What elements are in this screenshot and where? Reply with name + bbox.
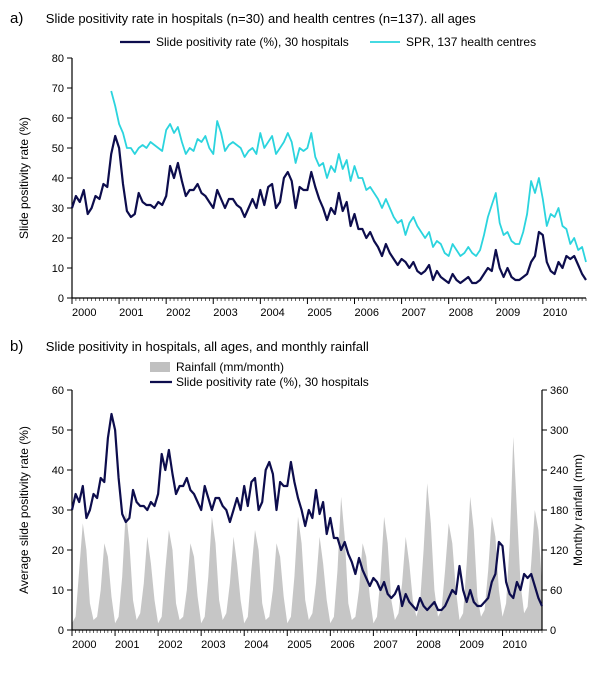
svg-text:360: 360 [550, 385, 568, 397]
svg-text:70: 70 [52, 83, 64, 95]
svg-text:Slide positivity rate (%), 30: Slide positivity rate (%), 30 hospitals [176, 375, 369, 389]
svg-text:2008: 2008 [449, 307, 473, 318]
svg-text:80: 80 [52, 53, 64, 65]
svg-text:Rainfall (mm/month): Rainfall (mm/month) [176, 360, 284, 374]
svg-text:2006: 2006 [330, 639, 354, 651]
panel-a-label: a) [10, 10, 23, 27]
svg-text:2006: 2006 [355, 307, 379, 318]
svg-text:2007: 2007 [373, 639, 397, 651]
svg-text:2007: 2007 [402, 307, 426, 318]
chart-b-svg: 0 10 20 30 40 50 60 0 60 120 180 240 300 360 2000 2001 2… [10, 356, 600, 656]
svg-text:2002: 2002 [166, 307, 190, 318]
svg-text:50: 50 [52, 143, 64, 155]
svg-text:2010: 2010 [503, 639, 527, 651]
chart-a-wrap: 0 10 20 30 40 50 60 70 80 2000 2001 2002 2003 2004 200… [10, 28, 590, 318]
panel-a-title: Slide positivity rate in hospitals (n=30… [46, 11, 476, 26]
svg-text:Monthly rainfall (mm): Monthly rainfall (mm) [571, 454, 585, 566]
svg-text:120: 120 [550, 545, 568, 557]
svg-text:2000: 2000 [72, 639, 96, 651]
svg-text:2008: 2008 [416, 639, 440, 651]
panel-a: a) Slide positivity rate in hospitals (n… [10, 10, 590, 318]
svg-text:SPR, 137 health centres: SPR, 137 health centres [406, 35, 536, 49]
svg-text:2004: 2004 [244, 639, 268, 651]
svg-text:2001: 2001 [119, 307, 143, 318]
panel-a-header: a) Slide positivity rate in hospitals (n… [10, 10, 590, 28]
svg-text:10: 10 [52, 585, 64, 597]
svg-text:180: 180 [550, 505, 568, 517]
svg-text:2005: 2005 [307, 307, 331, 318]
svg-text:0: 0 [58, 293, 64, 305]
svg-text:Slide positivity rate (%): Slide positivity rate (%) [17, 117, 31, 239]
svg-text:40: 40 [52, 173, 64, 185]
svg-text:20: 20 [52, 233, 64, 245]
svg-text:30: 30 [52, 203, 64, 215]
svg-text:2001: 2001 [115, 639, 139, 651]
svg-text:Slide positivity rate (%), 30: Slide positivity rate (%), 30 hospitals [156, 35, 349, 49]
svg-text:2002: 2002 [158, 639, 182, 651]
svg-text:40: 40 [52, 465, 64, 477]
svg-text:300: 300 [550, 425, 568, 437]
svg-text:60: 60 [52, 385, 64, 397]
svg-text:2004: 2004 [260, 307, 284, 318]
svg-text:2009: 2009 [496, 307, 520, 318]
panel-b-label: b) [10, 338, 23, 355]
svg-text:Average slide positivity rate: Average slide positivity rate (%) [17, 426, 31, 594]
svg-text:60: 60 [52, 113, 64, 125]
svg-text:2010: 2010 [543, 307, 567, 318]
panel-b-title: Slide positivity in hospitals, all ages,… [46, 339, 369, 354]
chart-b-wrap: 0 10 20 30 40 50 60 0 60 120 180 240 300 360 2000 2001 2… [10, 356, 590, 656]
chart-a-svg: 0 10 20 30 40 50 60 70 80 2000 2001 2002 2003 2004 200… [10, 28, 600, 318]
svg-text:0: 0 [550, 625, 556, 637]
svg-text:240: 240 [550, 465, 568, 477]
svg-text:2009: 2009 [459, 639, 483, 651]
svg-text:0: 0 [58, 625, 64, 637]
panel-b: b) Slide positivity in hospitals, all ag… [10, 338, 590, 656]
svg-text:50: 50 [52, 425, 64, 437]
panel-b-header: b) Slide positivity in hospitals, all ag… [10, 338, 590, 356]
svg-text:10: 10 [52, 263, 64, 275]
svg-text:2003: 2003 [213, 307, 237, 318]
svg-text:20: 20 [52, 545, 64, 557]
svg-text:30: 30 [52, 505, 64, 517]
svg-text:2005: 2005 [287, 639, 311, 651]
svg-text:2003: 2003 [201, 639, 225, 651]
svg-text:60: 60 [550, 585, 562, 597]
svg-text:2000: 2000 [72, 307, 96, 318]
